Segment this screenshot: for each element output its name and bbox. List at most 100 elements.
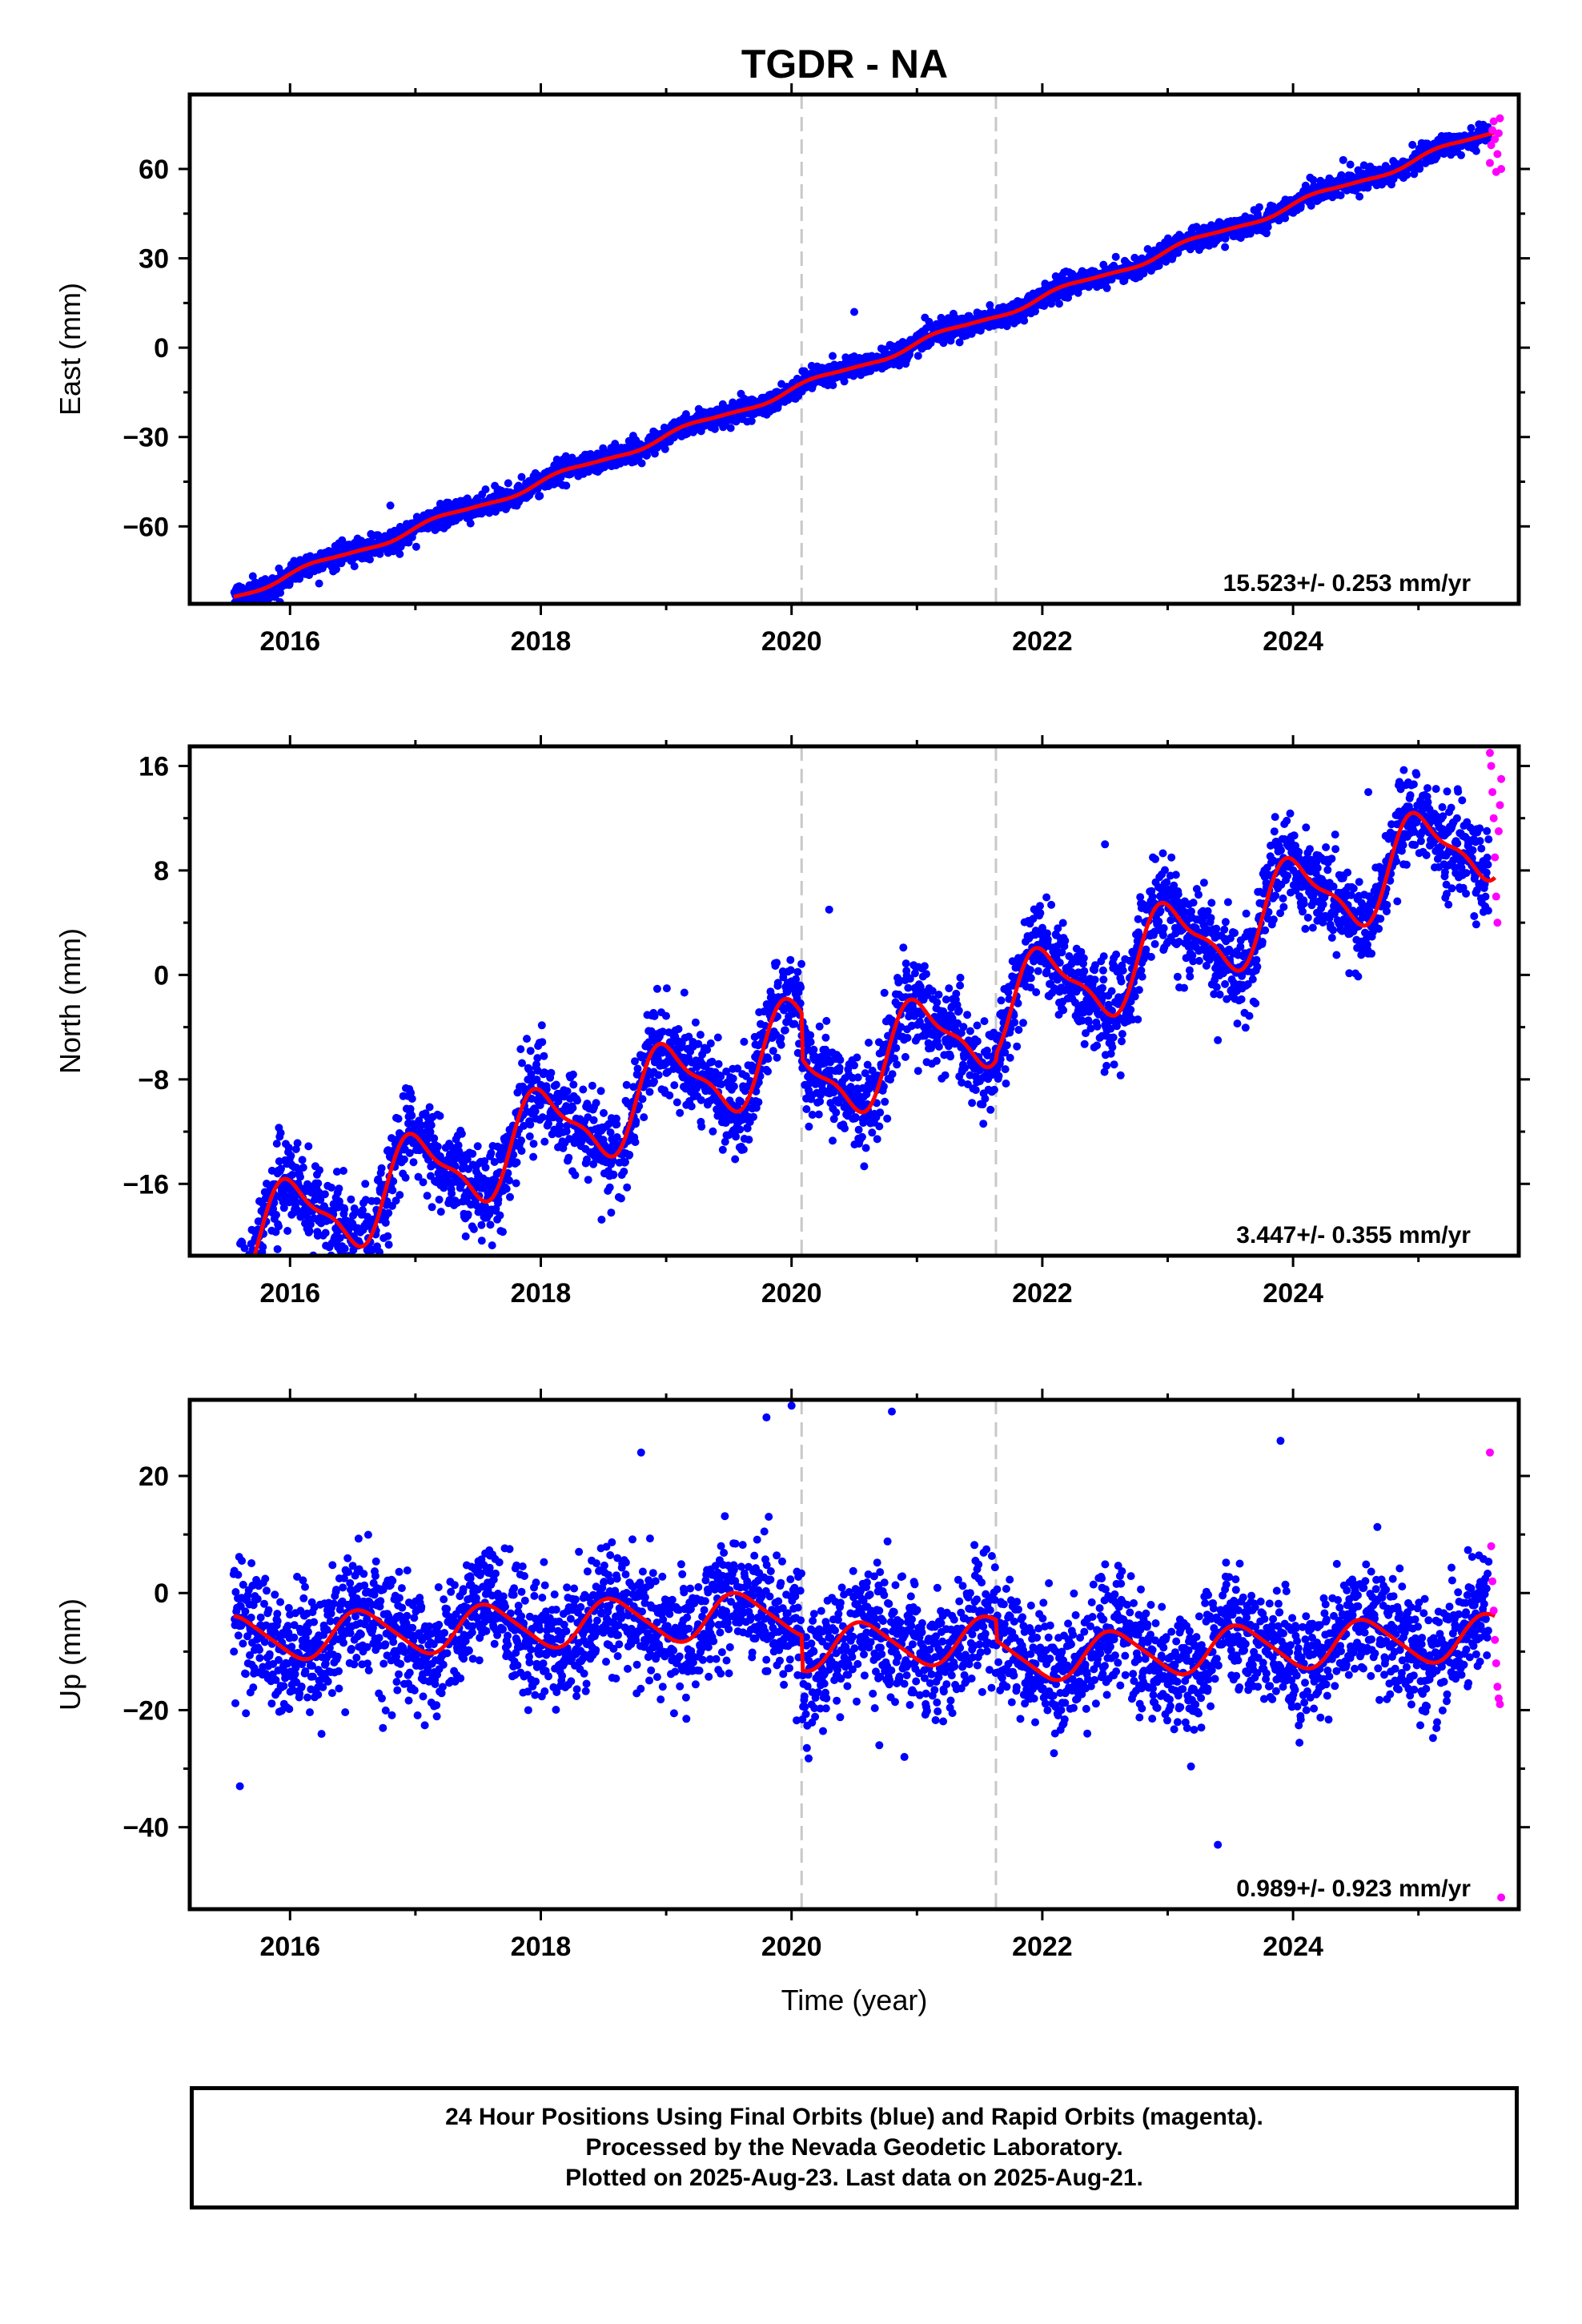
- final-orbit-point: [473, 1142, 482, 1151]
- final-orbit-point: [401, 1173, 410, 1182]
- final-orbit-point: [829, 352, 837, 360]
- final-orbit-point: [1355, 192, 1364, 201]
- final-orbit-point: [243, 1257, 251, 1265]
- final-orbit-point: [240, 1320, 248, 1328]
- final-orbit-point: [346, 1283, 354, 1291]
- final-orbit-point: [362, 1263, 370, 1271]
- final-orbit-point: [729, 398, 737, 407]
- final-orbit-point: [538, 1038, 547, 1047]
- final-orbit-point: [829, 381, 837, 389]
- final-orbit-point: [356, 1276, 364, 1284]
- final-orbit-point: [408, 1112, 416, 1120]
- final-orbit-point: [283, 1227, 292, 1235]
- x-tick-label: 2024: [1263, 626, 1323, 657]
- final-orbit-point: [673, 1098, 681, 1107]
- final-orbit-point: [596, 1087, 605, 1096]
- final-orbit-point: [314, 1179, 323, 1188]
- final-orbit-point: [736, 1125, 745, 1134]
- final-orbit-point: [850, 308, 858, 316]
- final-orbit-point: [713, 1033, 722, 1042]
- final-orbit-point: [246, 1308, 254, 1316]
- final-orbit-point: [606, 1128, 615, 1137]
- final-orbit-point: [739, 1145, 748, 1154]
- final-orbit-point: [246, 1314, 254, 1322]
- final-orbit-point: [1055, 300, 1063, 308]
- final-orbit-point: [529, 1140, 538, 1148]
- final-orbit-point: [384, 1208, 393, 1217]
- final-orbit-point: [729, 1074, 737, 1083]
- final-orbit-point: [304, 1142, 313, 1151]
- final-orbit-point: [1281, 214, 1290, 223]
- final-orbit-point: [670, 1081, 679, 1090]
- final-orbit-point: [383, 1232, 392, 1240]
- final-orbit-point: [1457, 151, 1465, 159]
- final-orbit-point: [504, 479, 512, 488]
- x-tick-label: 2022: [1012, 626, 1073, 657]
- y-axis-label-east: East (mm): [54, 283, 86, 416]
- final-orbit-point: [243, 1289, 251, 1297]
- final-orbit-point: [496, 1211, 504, 1220]
- final-orbit-point: [244, 1306, 252, 1314]
- rapid-orbit-point: [1496, 114, 1504, 123]
- final-orbit-point: [623, 1183, 632, 1192]
- final-orbit-point: [347, 1195, 355, 1204]
- final-orbit-point: [662, 984, 671, 993]
- final-orbit-point: [1262, 229, 1271, 238]
- final-orbit-point: [362, 1275, 370, 1283]
- rapid-orbit-point: [1494, 129, 1503, 138]
- final-orbit-point: [293, 1139, 302, 1148]
- final-orbit-point: [745, 1136, 753, 1144]
- final-orbit-point: [579, 1085, 588, 1094]
- final-orbit-point: [625, 1151, 634, 1159]
- final-orbit-point: [650, 1011, 659, 1020]
- final-orbit-point: [1415, 164, 1424, 173]
- final-orbit-point: [481, 1163, 490, 1172]
- final-orbit-point: [706, 1039, 715, 1047]
- final-orbit-point: [638, 1095, 647, 1104]
- time-series-chart: TGDR - NA 2016 2018 2020 2022 2024−60−300306…: [54, 42, 1530, 2016]
- final-orbit-point: [448, 1189, 456, 1198]
- rate-label-east: 15.523+/- 0.253 mm/yr: [1223, 570, 1472, 597]
- final-orbit-point: [1111, 252, 1120, 261]
- rapid-orbit-point: [1497, 164, 1506, 173]
- final-orbit-point: [573, 1096, 581, 1105]
- final-orbit-point: [620, 1168, 628, 1176]
- final-orbit-point: [367, 1257, 375, 1265]
- final-orbit-point: [232, 1328, 240, 1336]
- final-orbit-point: [427, 1121, 436, 1129]
- final-orbit-point: [710, 424, 719, 433]
- final-orbit-point: [466, 519, 475, 528]
- final-orbit-point: [662, 1011, 670, 1020]
- final-orbit-point: [805, 1122, 813, 1131]
- final-orbit-point: [754, 1098, 763, 1107]
- final-orbit-point: [922, 324, 930, 332]
- y-tick-label: 0: [154, 333, 169, 364]
- final-orbit-point: [275, 1222, 283, 1231]
- final-orbit-point: [687, 1102, 696, 1111]
- final-orbit-point: [394, 1115, 403, 1123]
- final-orbit-point: [773, 1053, 781, 1062]
- final-orbit-point: [592, 1099, 600, 1108]
- final-orbit-point: [777, 1040, 785, 1049]
- final-orbit-point: [377, 1164, 386, 1172]
- final-orbit-point: [284, 1144, 293, 1152]
- final-orbit-point: [332, 565, 340, 573]
- final-orbit-point: [696, 1031, 705, 1039]
- final-orbit-point: [569, 1080, 578, 1089]
- final-orbit-point: [1309, 175, 1318, 184]
- final-orbit-point: [351, 1269, 359, 1277]
- final-orbit-point: [457, 1129, 466, 1138]
- final-orbit-point: [1102, 283, 1111, 292]
- final-orbit-point: [564, 1153, 573, 1162]
- final-orbit-point: [408, 1095, 416, 1103]
- final-orbit-point: [234, 1293, 242, 1301]
- final-orbit-point: [749, 1112, 757, 1121]
- final-orbit-point: [661, 444, 669, 453]
- y-tick-label: 60: [139, 155, 169, 185]
- final-orbit-point: [357, 1261, 365, 1269]
- final-orbit-point: [428, 1203, 436, 1212]
- final-orbit-point: [633, 1064, 642, 1073]
- final-orbit-point: [1307, 201, 1315, 210]
- final-orbit-point: [400, 1155, 408, 1164]
